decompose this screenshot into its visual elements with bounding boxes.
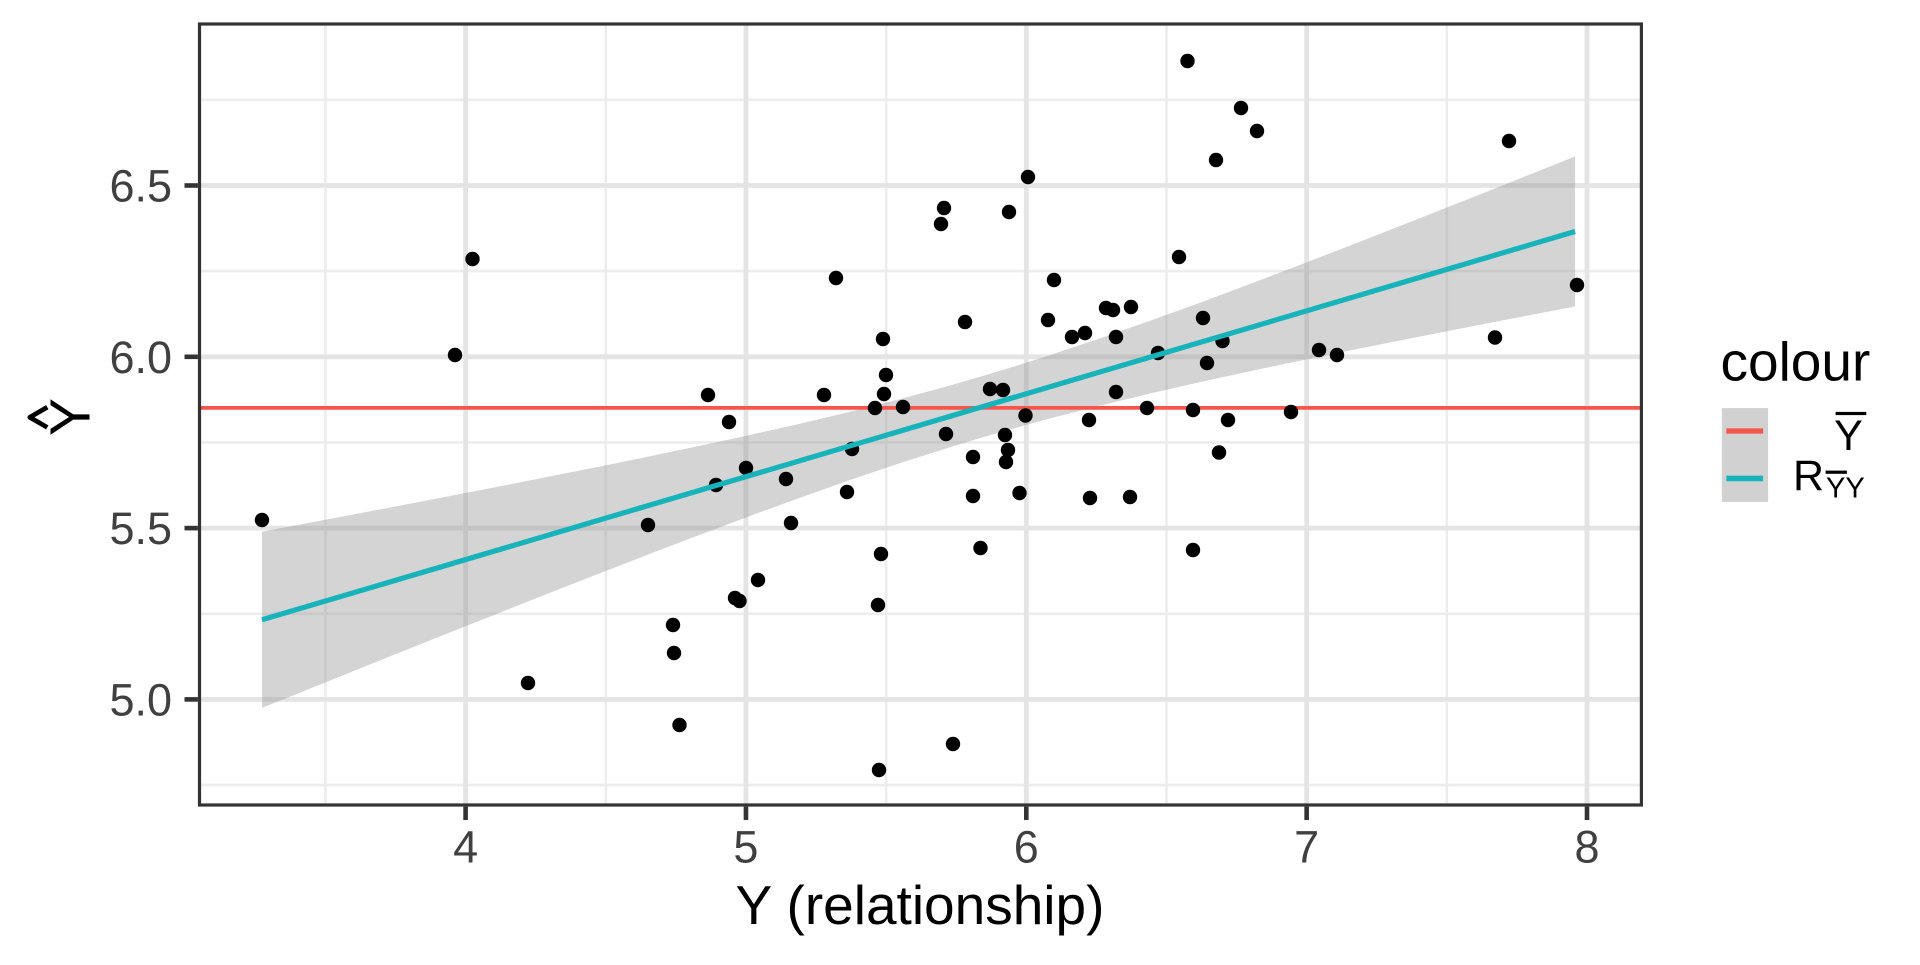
svg-text:Y: Y <box>1834 412 1863 460</box>
svg-text:6.0: 6.0 <box>109 332 172 383</box>
svg-text:Y: Y <box>39 398 103 436</box>
svg-text:6: 6 <box>1014 822 1039 873</box>
svg-text:6.5: 6.5 <box>109 161 172 212</box>
svg-text:5.5: 5.5 <box>109 503 172 554</box>
svg-text:R: R <box>1793 452 1824 500</box>
svg-text:5: 5 <box>733 822 758 873</box>
svg-text:colour: colour <box>1721 331 1871 393</box>
svg-text:8: 8 <box>1574 822 1599 873</box>
svg-text:7: 7 <box>1294 822 1319 873</box>
svg-text:4: 4 <box>453 822 478 873</box>
svg-text:YY: YY <box>1826 473 1865 505</box>
svg-text:5.0: 5.0 <box>109 674 172 725</box>
svg-text:Y (relationship): Y (relationship) <box>736 874 1105 936</box>
